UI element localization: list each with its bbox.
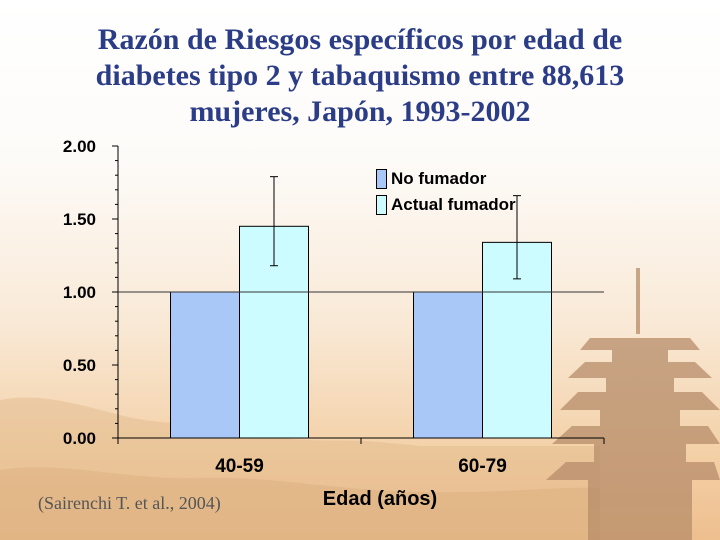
y-tick-label: 1.00 (63, 283, 96, 302)
y-tick-label: 1.50 (63, 210, 96, 229)
legend-item-actual-fumador: Actual fumador (376, 192, 516, 218)
legend-label-actual-fumador: Actual fumador (391, 195, 516, 214)
legend-swatch-no-fumador (376, 169, 387, 189)
y-tick-label: 0.50 (63, 356, 96, 375)
slide-title-line-2: diabetes tipo 2 y tabaquismo entre 88,61… (95, 59, 625, 92)
bar-no-fumador-60-79 (413, 291, 483, 439)
bar-no-fumador-40-59 (170, 291, 240, 439)
y-tick-label: 2.00 (63, 137, 96, 156)
y-tick-label: 0.00 (63, 429, 96, 448)
slide-title-line-3: mujeres, Japón, 1993-2002 (189, 95, 531, 128)
background-mountains-near (0, 467, 600, 540)
chart-legend: No fumador Actual fumador (376, 166, 516, 218)
source-citation: (Sairenchi T. et al., 2004) (38, 493, 221, 513)
x-tick-label: 60-79 (458, 456, 507, 477)
legend-item-no-fumador: No fumador (376, 166, 516, 192)
background-mountains (0, 397, 600, 540)
x-axis-label: Edad (años) (322, 488, 438, 510)
slide-title-line-1: Razón de Riesgos específicos por edad de (97, 23, 623, 56)
pagoda-silhouette (546, 268, 720, 540)
slide-title: Razón de Riesgos específicos por edad de… (40, 22, 680, 130)
legend-swatch-actual-fumador (376, 195, 387, 215)
legend-label-no-fumador: No fumador (391, 169, 487, 188)
x-tick-label: 40-59 (215, 456, 264, 477)
